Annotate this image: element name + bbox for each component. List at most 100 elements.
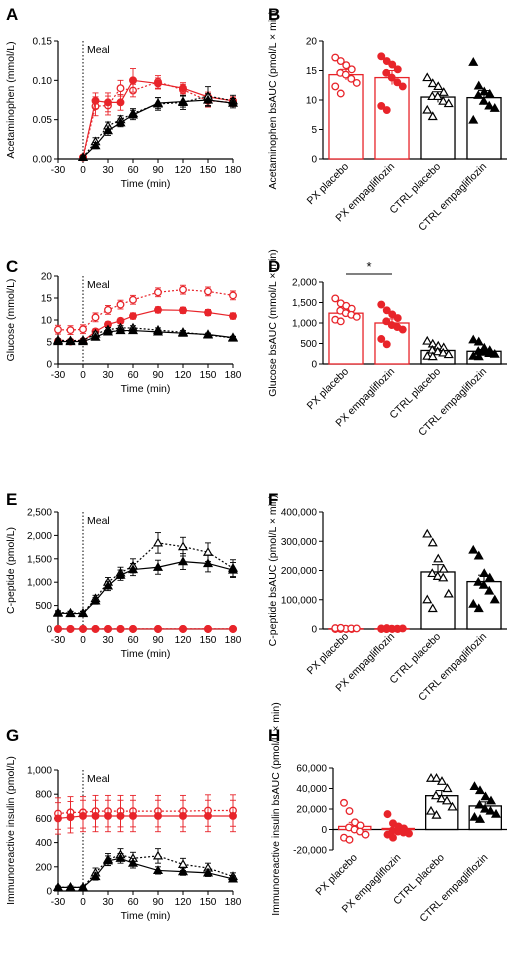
data-point	[79, 325, 87, 334]
data-point	[116, 300, 125, 309]
series-line	[82, 81, 234, 158]
data-point	[473, 351, 484, 361]
data-point	[90, 331, 101, 341]
y-tick-label: 60,000	[296, 764, 327, 775]
data-point	[398, 624, 407, 633]
panel-letter: A	[6, 5, 18, 24]
data-point	[177, 96, 189, 106]
x-tick-label: -30	[51, 165, 66, 176]
data-point	[66, 813, 75, 822]
data-point	[177, 556, 189, 566]
data-point	[229, 812, 237, 820]
panel-f: F 0 100,000 200,000 300,000 400,000C-peptide …	[267, 490, 507, 704]
data-point	[484, 572, 495, 582]
data-point	[52, 607, 64, 617]
data-point	[432, 346, 443, 356]
x-tick-label: -30	[51, 635, 66, 646]
data-point	[340, 798, 348, 807]
data-point	[484, 100, 495, 110]
data-point	[393, 65, 402, 74]
data-point	[422, 72, 433, 82]
data-point	[436, 776, 448, 785]
data-point	[179, 84, 187, 93]
y-tick-label: 300,000	[281, 537, 318, 548]
x-tick-label: 150	[200, 165, 217, 176]
data-point	[77, 336, 89, 346]
x-tick-label: 0	[80, 897, 86, 908]
data-point	[438, 572, 449, 582]
data-point	[441, 795, 453, 805]
data-point	[430, 790, 442, 800]
data-point	[65, 608, 76, 618]
y-tick-label: 800	[35, 790, 52, 801]
y-axis-label: Acetaminophen (mmol/L)	[5, 41, 17, 158]
x-tick-label: 0	[80, 165, 86, 176]
data-point	[352, 78, 361, 87]
panel-letter: H	[268, 726, 280, 745]
y-tick-label: 500	[35, 601, 52, 612]
data-point	[104, 98, 112, 107]
y-tick-label: 1,500	[27, 554, 52, 565]
data-point	[345, 835, 354, 844]
data-point	[90, 595, 101, 605]
data-point	[382, 106, 391, 114]
data-point	[473, 550, 484, 560]
x-tick-label: 180	[225, 165, 242, 176]
data-point	[393, 78, 402, 87]
data-point	[347, 74, 356, 83]
data-point	[129, 76, 137, 85]
data-point	[474, 785, 486, 795]
data-point	[468, 598, 479, 608]
y-tick-label: 1,000	[27, 578, 52, 589]
data-point	[469, 811, 480, 821]
data-point	[382, 57, 391, 66]
data-point	[54, 814, 62, 823]
panel-d: D 0 500 1,000 1,500 2,000 Glucose bsAUC (mmol/…	[267, 249, 507, 439]
panel-letter: B	[268, 5, 280, 24]
data-point	[422, 351, 433, 360]
series-line	[57, 289, 234, 331]
data-point	[489, 103, 500, 112]
data-point	[116, 812, 125, 820]
data-point	[116, 98, 125, 107]
data-point	[127, 857, 139, 867]
x-tick-label: 90	[152, 635, 164, 646]
y-tick-label: 2,000	[27, 531, 52, 542]
y-tick-label: 100,000	[281, 595, 318, 606]
data-point	[490, 808, 502, 818]
data-point	[91, 96, 100, 105]
x-tick-label: 120	[175, 165, 192, 176]
y-tick-label: 0.05	[33, 115, 53, 126]
x-axis-label: Time (min)	[121, 910, 171, 922]
data-point	[204, 287, 212, 296]
data-point	[79, 625, 87, 633]
data-point	[115, 853, 126, 862]
data-point	[342, 61, 351, 70]
data-point	[443, 98, 454, 108]
data-point	[431, 773, 442, 782]
data-point	[427, 603, 438, 613]
data-point	[77, 608, 89, 618]
meal-label: Meal	[87, 515, 110, 527]
data-point	[473, 336, 484, 346]
data-point	[227, 332, 239, 342]
data-point	[127, 564, 139, 574]
panel-a: A 0.00 0.05 0.10 0.15 -30 0 30 60 90 120 150 180 Time…	[5, 5, 242, 190]
y-tick-label: 200,000	[281, 566, 318, 577]
y-tick-label: 0	[311, 155, 317, 166]
x-tick-label: -30	[51, 370, 66, 381]
x-tick-label: 180	[225, 635, 242, 646]
data-point	[102, 580, 114, 590]
y-tick-label: 0.00	[33, 155, 53, 166]
data-point	[388, 60, 397, 69]
data-point	[377, 52, 386, 61]
meal-label: Meal	[87, 279, 110, 291]
data-point	[389, 833, 397, 842]
data-point	[154, 79, 162, 88]
bar-group-px-open-circle: PX placebo	[305, 294, 364, 412]
data-point	[202, 867, 214, 877]
x-tick-label: 60	[127, 370, 139, 381]
